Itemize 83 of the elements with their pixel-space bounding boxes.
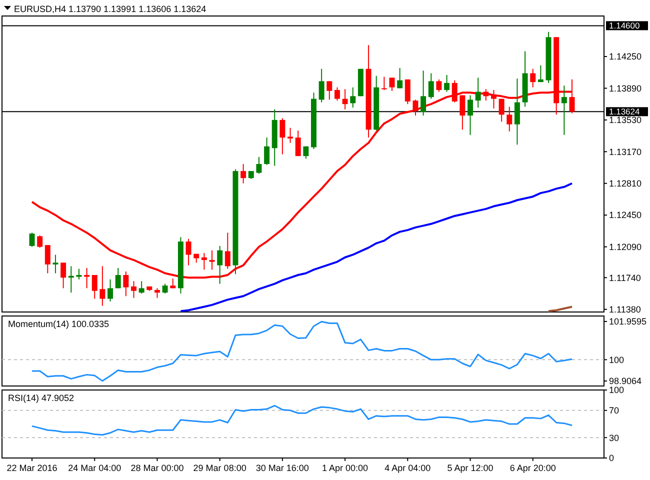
candlestick: [397, 67, 403, 89]
x-tick-label: 5 Apr 12:00: [447, 463, 494, 473]
candlestick: [186, 238, 192, 266]
candlestick: [44, 244, 50, 274]
ref-line-label: 1.13624: [609, 106, 640, 117]
candlestick: [506, 106, 512, 132]
x-tick-label: 1 Apr 00:00: [322, 463, 368, 473]
candlestick: [201, 252, 207, 270]
y-tick-label: 1.14250: [609, 52, 642, 62]
candlestick: [224, 232, 230, 270]
x-tick-label: 24 Mar 04:00: [68, 463, 122, 473]
candlestick: [326, 80, 332, 100]
candlestick: [92, 274, 98, 300]
y-tick-label: 1.13530: [609, 115, 642, 126]
candlestick: [84, 267, 90, 289]
candlestick: [404, 78, 410, 105]
x-tick-label: 30 Mar 16:00: [256, 463, 309, 473]
candlestick: [460, 94, 466, 130]
y-tick-label: 100: [609, 385, 624, 396]
candlestick: [123, 270, 129, 297]
candlestick: [498, 98, 504, 122]
y-tick-label: 1.13170: [609, 146, 642, 157]
y-tick-label: 98.9064: [609, 376, 642, 386]
y-tick-label: 101.9595: [609, 316, 647, 327]
candlestick: [514, 78, 520, 146]
candlestick: [115, 267, 121, 289]
y-tick-label: 30: [609, 432, 620, 443]
candlestick: [295, 130, 301, 157]
candlestick: [162, 283, 168, 294]
candlestick: [138, 280, 144, 294]
candlestick: [475, 77, 481, 108]
chart-title: RSI(14) 47.9052: [8, 393, 74, 403]
candlestick: [436, 78, 442, 92]
candlestick: [350, 86, 356, 108]
candlestick: [444, 74, 450, 92]
candlestick: [131, 280, 136, 298]
chart-title: Momentum(14) 100.0335: [8, 319, 110, 329]
candlestick: [303, 146, 309, 160]
y-tick-label: 100: [609, 354, 624, 365]
candlestick: [217, 245, 223, 284]
line-series: [180, 182, 573, 312]
candlestick: [288, 127, 293, 144]
x-tick-label: 6 Apr 20:00: [510, 463, 556, 473]
candlestick: [561, 85, 567, 136]
candlestick: [318, 68, 324, 103]
candlestick: [52, 254, 58, 274]
candlestick: [108, 278, 113, 302]
y-tick-label: 1.12450: [609, 210, 642, 220]
y-tick-label: 1.13890: [609, 83, 642, 94]
candlestick: [468, 94, 473, 136]
candlestick: [420, 70, 426, 116]
y-tick-label: 1.11380: [609, 304, 641, 315]
x-tick-label: 28 Mar 00:00: [130, 463, 184, 473]
line-series: [31, 404, 573, 436]
y-tick-label: 70: [609, 406, 620, 416]
candlestick: [60, 262, 66, 289]
candlestick: [240, 164, 246, 184]
y-tick-label: 1.12810: [609, 178, 642, 189]
candlestick: [530, 68, 536, 88]
candlestick: [389, 77, 395, 92]
chart-title: EURUSD,H4 1.13790 1.13991 1.13606 1.13624: [14, 4, 206, 14]
candlestick: [264, 137, 270, 166]
candlestick: [76, 268, 82, 280]
y-tick-label: 1.12090: [609, 242, 642, 252]
candlestick: [100, 266, 106, 306]
y-tick-label: 1.11740: [609, 272, 641, 283]
candlestick: [29, 232, 35, 248]
candlestick: [37, 234, 43, 248]
candlestick: [412, 99, 418, 116]
x-tick-label: 29 Mar 08:00: [193, 463, 246, 473]
candlestick: [154, 288, 160, 298]
candlestick: [280, 118, 286, 155]
candlestick: [538, 64, 544, 83]
candlestick: [334, 86, 340, 102]
candlestick: [428, 72, 434, 100]
candlestick: [342, 88, 348, 110]
x-tick-label: 4 Apr 04:00: [384, 463, 431, 473]
candlestick: [256, 156, 262, 174]
ref-line-label: 1.14600: [609, 20, 640, 31]
candlestick: [381, 76, 387, 90]
candlestick: [209, 250, 215, 270]
y-tick-label: 0: [609, 453, 614, 464]
x-tick-label: 22 Mar 2016: [6, 463, 58, 473]
